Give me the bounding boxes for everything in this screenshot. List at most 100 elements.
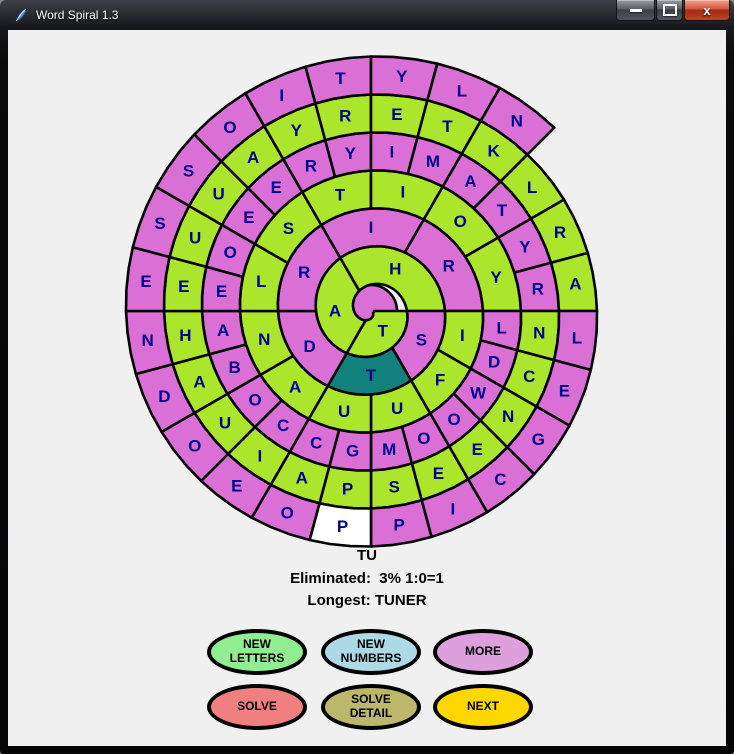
spiral-cell-letter: D [488, 353, 500, 372]
spiral-cell-letter: M [426, 152, 440, 171]
spiral-cell-letter: I [390, 143, 395, 162]
spiral-cell-letter: O [223, 118, 236, 137]
spiral-cell-letter: O [454, 212, 467, 231]
spiral-cell-letter: E [559, 382, 570, 401]
spiral-cell-letter: O [188, 437, 201, 456]
longest-word: Longest: TUNER [307, 592, 427, 609]
spiral-cell-letter: O [248, 390, 261, 409]
spiral-cell-letter: T [335, 69, 346, 88]
spiral-cell-letter: T [335, 186, 346, 205]
spiral-cell-letter: W [470, 384, 487, 403]
spiral-cell-letter: R [298, 263, 310, 282]
new-numbers-button[interactable]: NEW NUMBERS [321, 629, 421, 675]
close-icon: x [703, 2, 711, 18]
title-bar[interactable]: Word Spiral 1.3 x [0, 0, 734, 30]
spiral-cell-letter: O [224, 243, 237, 262]
spiral-cell-letter: U [338, 402, 350, 421]
spiral-cell-letter: R [532, 280, 544, 299]
spiral-cell-letter: R [305, 156, 317, 175]
spiral-cell-letter: S [389, 478, 400, 497]
spiral-cell-letter: E [391, 105, 402, 124]
spiral-cell-letter: E [231, 476, 242, 495]
spiral-cell-letter: A [329, 302, 341, 321]
spiral-cell-letter: Y [396, 67, 408, 86]
spiral-cell-letter: Y [490, 268, 502, 287]
spiral-cell-letter: A [193, 373, 205, 392]
spiral-cell-letter: L [572, 329, 582, 348]
close-button[interactable]: x [684, 0, 730, 21]
spiral-cell-letter: N [258, 330, 270, 349]
app-icon-feather [15, 7, 27, 22]
spiral-cell-letter: F [435, 371, 445, 390]
window-title: Word Spiral 1.3 [36, 8, 119, 22]
spiral-cell-letter: H [389, 259, 401, 278]
spiral-cell-letter: E [178, 277, 189, 296]
spiral-cell[interactable] [479, 86, 556, 156]
spiral-cell-letter: I [451, 499, 456, 518]
caption-buttons: x [615, 0, 730, 21]
spiral-cell-letter: E [433, 464, 444, 483]
solve-detail-button[interactable]: SOLVE DETAIL [321, 684, 421, 730]
spiral-cell-letter: I [369, 218, 374, 237]
more-button[interactable]: MORE [433, 629, 533, 675]
spiral-cell-letter: S [416, 331, 427, 350]
maximize-icon [662, 4, 677, 16]
spiral-cell-letter: O [417, 429, 430, 448]
spiral-cell-letter: O [281, 504, 294, 523]
spiral-cell-letter: C [277, 416, 289, 435]
spiral-cell-letter: E [271, 178, 282, 197]
spiral-cell-letter: G [532, 430, 545, 449]
spiral-cell-letter: E [472, 440, 483, 459]
spiral-cell-letter: T [497, 201, 508, 220]
spiral-cell-letter: K [487, 142, 500, 161]
spiral-cell-letter: S [183, 162, 194, 181]
spiral-cell-letter: D [304, 337, 316, 356]
spiral-cell-letter: E [216, 282, 227, 301]
maximize-button[interactable] [656, 0, 683, 21]
spiral-cell-letter: I [258, 446, 263, 465]
spiral-cell-letter: I [279, 86, 284, 105]
spiral-cell-letter: U [219, 414, 231, 433]
spiral-cell-letter: E [140, 272, 151, 291]
spiral-cell-letter: I [401, 183, 406, 202]
spiral-cell-letter: C [523, 367, 535, 386]
solve-button[interactable]: SOLVE [207, 684, 307, 730]
spiral-cell-letter: A [464, 172, 476, 191]
spiral-cell-letter: G [346, 442, 359, 461]
spiral-cell-letter: H [179, 326, 191, 345]
spiral-cell-letter: T [378, 322, 389, 341]
spiral-cell-letter: C [494, 470, 506, 489]
new-letters-button[interactable]: NEW LETTERS [207, 629, 307, 675]
spiral-cell-letter: Y [291, 121, 303, 140]
spiral-cell-letter: A [247, 148, 259, 167]
spiral-cell-letter: Y [345, 144, 357, 163]
spiral-cell-letter: A [569, 275, 581, 294]
spiral-cell-letter: P [394, 515, 405, 534]
spiral-cell-letter: N [142, 331, 154, 350]
spiral-cell-letter: E [243, 208, 254, 227]
minimize-button[interactable] [616, 0, 655, 21]
spiral-cell-letter: M [382, 440, 396, 459]
spiral-cell-letter: U [189, 229, 201, 248]
spiral-cell-letter: R [443, 257, 455, 276]
spiral-cell-letter: R [339, 107, 351, 126]
spiral-cell-letter: S [283, 219, 294, 238]
spiral-cell-letter: N [533, 324, 545, 343]
spiral-cell-letter: U [213, 185, 225, 204]
minimize-icon [629, 8, 642, 12]
spiral-cell-letter: U [391, 399, 403, 418]
spiral-cell-letter: D [158, 387, 170, 406]
spiral-cell-letter: L [256, 272, 266, 291]
spiral-cell-letter: P [337, 517, 348, 536]
spiral-cell-letter: A [289, 377, 301, 396]
spiral-cell-letter: R [554, 223, 566, 242]
spiral-cell-letter: N [502, 407, 514, 426]
next-button[interactable]: NEXT [433, 684, 533, 730]
spiral-cell-letter: L [527, 178, 537, 197]
spiral-cell-letter: C [310, 434, 322, 453]
spiral-cell-letter: O [447, 410, 460, 429]
spiral-cell-letter: A [217, 321, 229, 340]
spiral-cell-letter: L [457, 82, 467, 101]
